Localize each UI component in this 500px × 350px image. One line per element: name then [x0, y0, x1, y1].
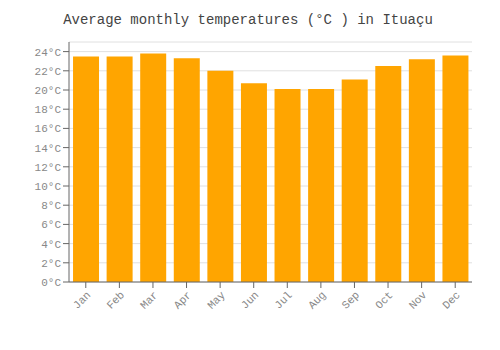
svg-text:14°C: 14°C [35, 143, 62, 155]
svg-text:Oct: Oct [373, 289, 395, 311]
svg-text:Feb: Feb [105, 289, 127, 311]
svg-text:Aug: Aug [306, 289, 328, 311]
svg-text:24°C: 24°C [35, 47, 62, 59]
svg-text:6°C: 6°C [41, 219, 61, 231]
svg-text:10°C: 10°C [35, 181, 62, 193]
svg-text:22°C: 22°C [35, 66, 62, 78]
html-text:Average monthly temperatures (: Average monthly temperatures (°C ) in It… [63, 12, 433, 28]
svg-text:Mar: Mar [138, 289, 160, 311]
svg-text:16°C: 16°C [35, 123, 62, 135]
svg-text:8°C: 8°C [41, 200, 61, 212]
svg-text:Sep: Sep [340, 289, 362, 311]
svg-text:Jul: Jul [272, 289, 294, 311]
svg-text:Dec: Dec [440, 289, 462, 311]
svg-text:May: May [205, 289, 228, 312]
svg-text:Jan: Jan [71, 289, 93, 311]
svg-text:Apr: Apr [172, 289, 194, 311]
svg-text:4°C: 4°C [41, 239, 61, 251]
svg-text:0°C: 0°C [41, 277, 61, 289]
svg-text:Jun: Jun [239, 289, 261, 311]
svg-text:12°C: 12°C [35, 162, 62, 174]
svg-text:20°C: 20°C [35, 85, 62, 97]
svg-text:Nov: Nov [407, 289, 430, 312]
svg-text:18°C: 18°C [35, 104, 62, 116]
svg-text:2°C: 2°C [41, 258, 61, 270]
